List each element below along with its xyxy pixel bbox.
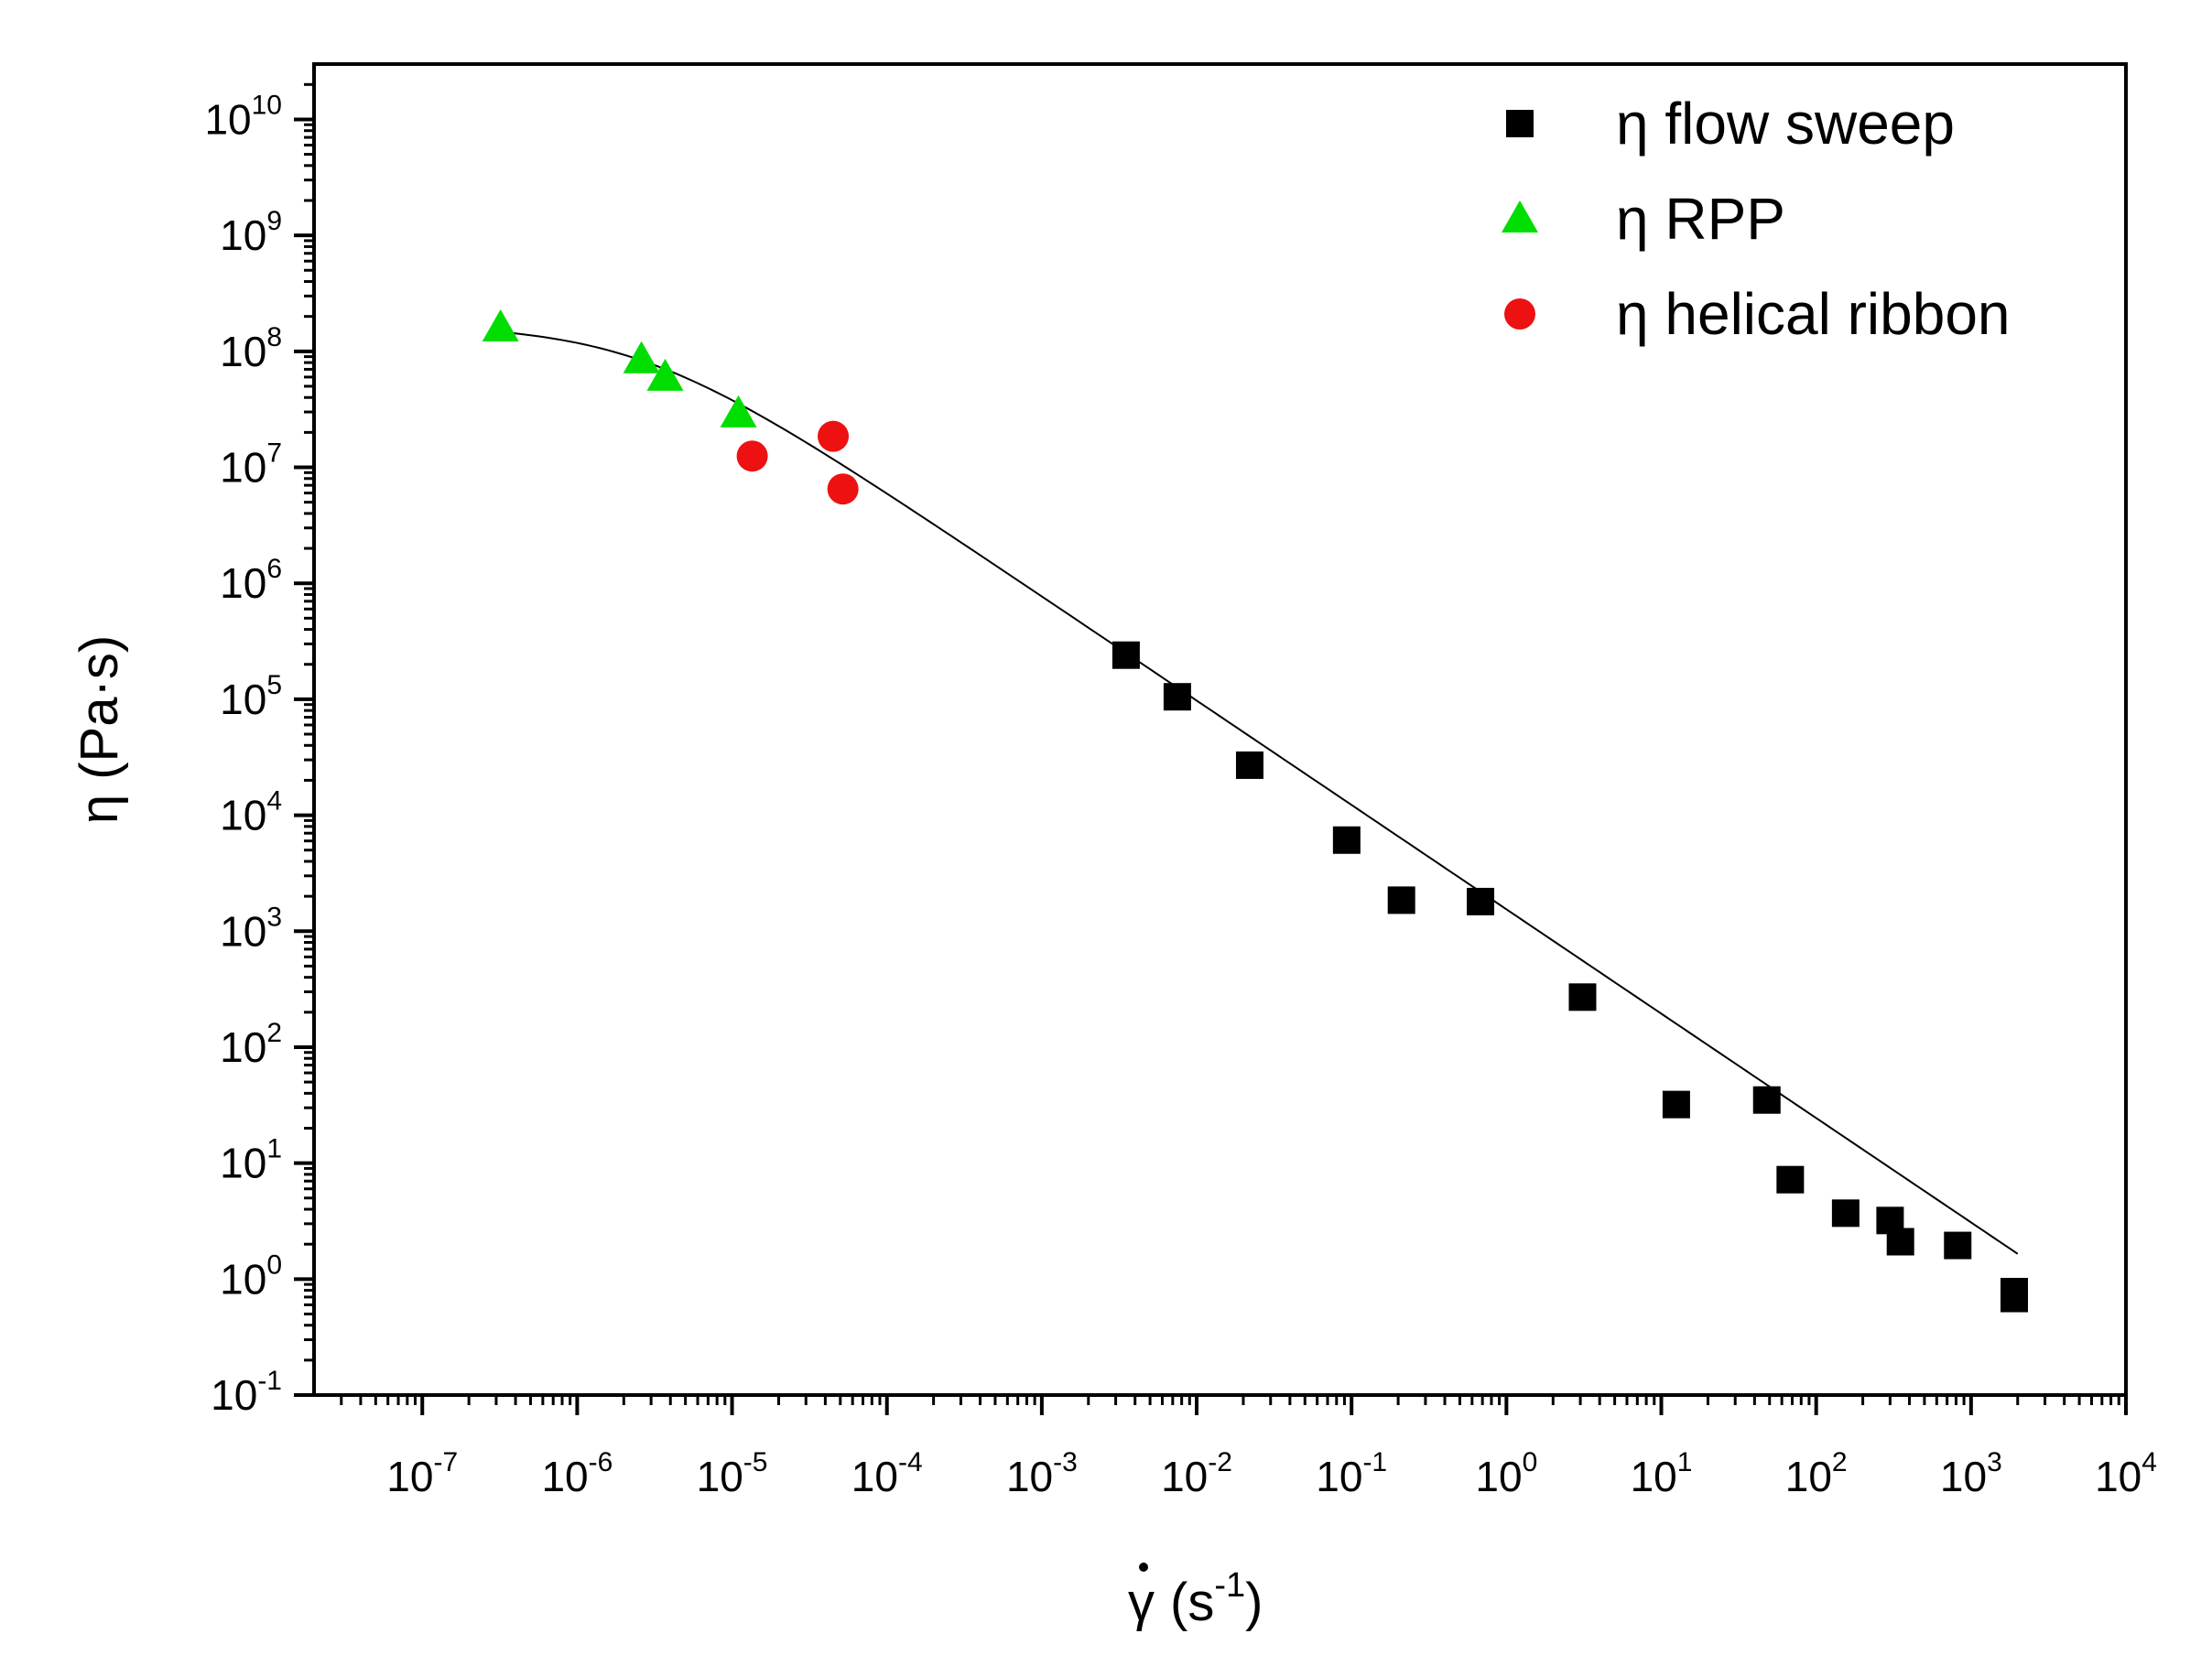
flow-sweep-point (1662, 1090, 1690, 1119)
x-axis-label: γ (s-1) (1128, 1563, 1263, 1632)
flow-sweep-point (1752, 1086, 1781, 1114)
legend: η flow sweep η RPP η helical ribbon (1502, 91, 2011, 347)
y-tick-label: 105 (220, 670, 282, 723)
axis-labels: η (Pa·s) γ (s-1) (70, 635, 1263, 1632)
legend-label-flow-sweep: η flow sweep (1616, 91, 1955, 157)
y-tick-label: 102 (220, 1018, 282, 1071)
fit-line (500, 330, 2019, 1255)
y-tick-label: 100 (220, 1250, 282, 1303)
x-tick-label: 10-7 (386, 1447, 458, 1500)
flow-sweep-point (2000, 1284, 2028, 1313)
rpp-point (482, 308, 519, 341)
x-tick-label: 10-4 (851, 1447, 923, 1500)
y-tick-label: 101 (220, 1134, 282, 1187)
x-tick-label: 10-1 (1316, 1447, 1387, 1500)
legend-marker-helical-ribbon (1504, 298, 1535, 330)
flow-sweep-point (1467, 887, 1495, 915)
helical-ribbon-point (827, 473, 859, 505)
flow-sweep-point (1831, 1199, 1860, 1228)
y-tick-label: 1010 (204, 90, 282, 143)
flow-sweep-point (1332, 826, 1361, 854)
flow-sweep-point (1235, 751, 1263, 779)
rpp-point (720, 395, 757, 427)
tick-labels: 10-7 10-6 10-5 10-4 10-3 10-2 10-1 100 101 102 103… (204, 90, 2156, 1500)
rpp-point (623, 341, 660, 373)
flow-sweep-point (1111, 641, 1140, 669)
x-axis-symbol: γ (1128, 1573, 1155, 1632)
x-tick-label: 10-5 (697, 1447, 768, 1500)
x-tick-label: 10-3 (1006, 1447, 1078, 1500)
x-axis-unit: (s-1) (1170, 1566, 1263, 1632)
y-tick-label: 103 (220, 902, 282, 955)
major-ticks (294, 117, 2128, 1415)
helical-ribbon-point (736, 440, 768, 472)
y-tick-label: 106 (220, 554, 282, 607)
x-tick-label: 100 (1475, 1447, 1537, 1500)
y-tick-label: 109 (220, 206, 282, 259)
x-tick-label: 10-6 (541, 1447, 613, 1500)
x-tick-label: 102 (1785, 1447, 1848, 1500)
x-tick-label: 10-2 (1161, 1447, 1232, 1500)
y-tick-label: 108 (220, 322, 282, 375)
data-markers (482, 308, 2028, 1313)
plot-frame (312, 62, 2128, 1397)
flow-sweep-point (1163, 683, 1191, 711)
y-tick-label: 104 (220, 786, 282, 839)
legend-marker-rpp (1502, 200, 1538, 233)
helical-ribbon-point (818, 420, 850, 452)
flow-sweep-point (1387, 886, 1415, 914)
rpp-point (646, 358, 684, 391)
flow-sweep-point (1886, 1228, 1914, 1256)
x-tick-label: 103 (1940, 1447, 2002, 1500)
gamma-dot-accent (1139, 1563, 1148, 1572)
flow-sweep-point (1944, 1231, 1972, 1260)
flow-sweep-point (1568, 983, 1597, 1012)
y-axis-label: η (Pa·s) (70, 635, 129, 824)
x-tick-label: 104 (2095, 1447, 2157, 1500)
legend-label-rpp: η RPP (1616, 186, 1785, 252)
legend-label-helical-ribbon: η helical ribbon (1616, 281, 2011, 347)
y-tick-label: 107 (220, 438, 282, 492)
flow-sweep-point (1776, 1165, 1805, 1194)
y-tick-label: 10-1 (211, 1366, 282, 1419)
legend-marker-flow-sweep (1506, 110, 1534, 137)
x-tick-label: 101 (1631, 1447, 1693, 1500)
